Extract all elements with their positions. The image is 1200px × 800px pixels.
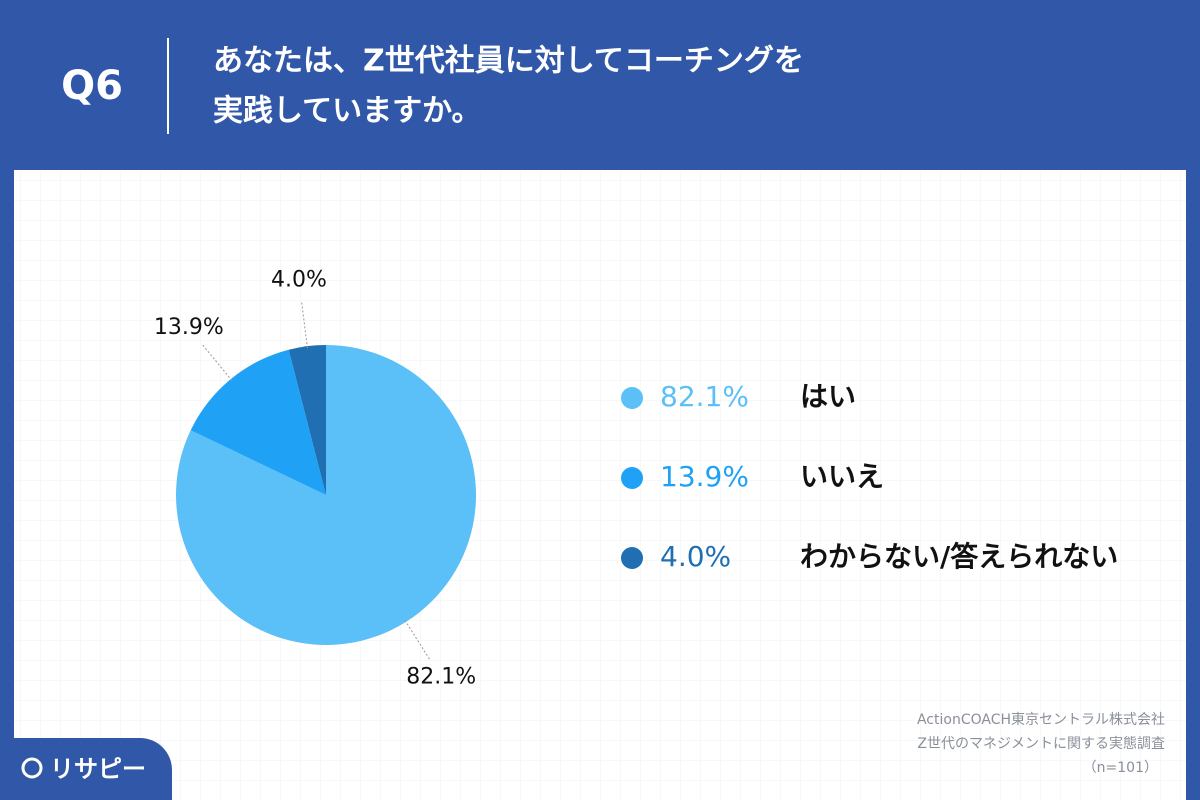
legend-label: はい [800,380,856,413]
legend-label: わからない/答えられない [800,540,1118,573]
leader-line [201,343,233,381]
brand-icon [21,757,43,779]
question-number: Q6 [61,63,123,109]
legend-value: 82.1% [660,380,749,413]
brand: リサピー [50,755,146,783]
legend-value: 4.0% [660,540,731,573]
source-line: Z世代のマネジメントに関する実態調査 [917,736,1165,752]
source-line: ActionCOACH東京セントラル株式会社 [917,712,1165,728]
legend-value: 13.9% [660,460,749,493]
legend-marker [621,387,643,409]
source: ActionCOACH東京セントラル株式会社 Z世代のマネジメントに関する実態調… [917,712,1165,776]
data-label: 4.0% [271,268,327,293]
leader-line [404,619,431,662]
data-label: 82.1% [406,665,476,690]
pie-slice [190,349,326,495]
legend-label: いいえ [800,460,884,493]
pie-slice [288,345,326,495]
legend-marker [621,467,643,489]
source-line: （n=101） [1083,760,1158,776]
title-line: あなたは、Z世代社員に対してコーチングを [213,44,804,79]
data-label: 13.9% [154,315,224,340]
brand-badge [0,738,172,800]
title-line: 実践していますか。 [213,94,482,129]
legend-marker [621,547,643,569]
leader-line [300,300,308,349]
